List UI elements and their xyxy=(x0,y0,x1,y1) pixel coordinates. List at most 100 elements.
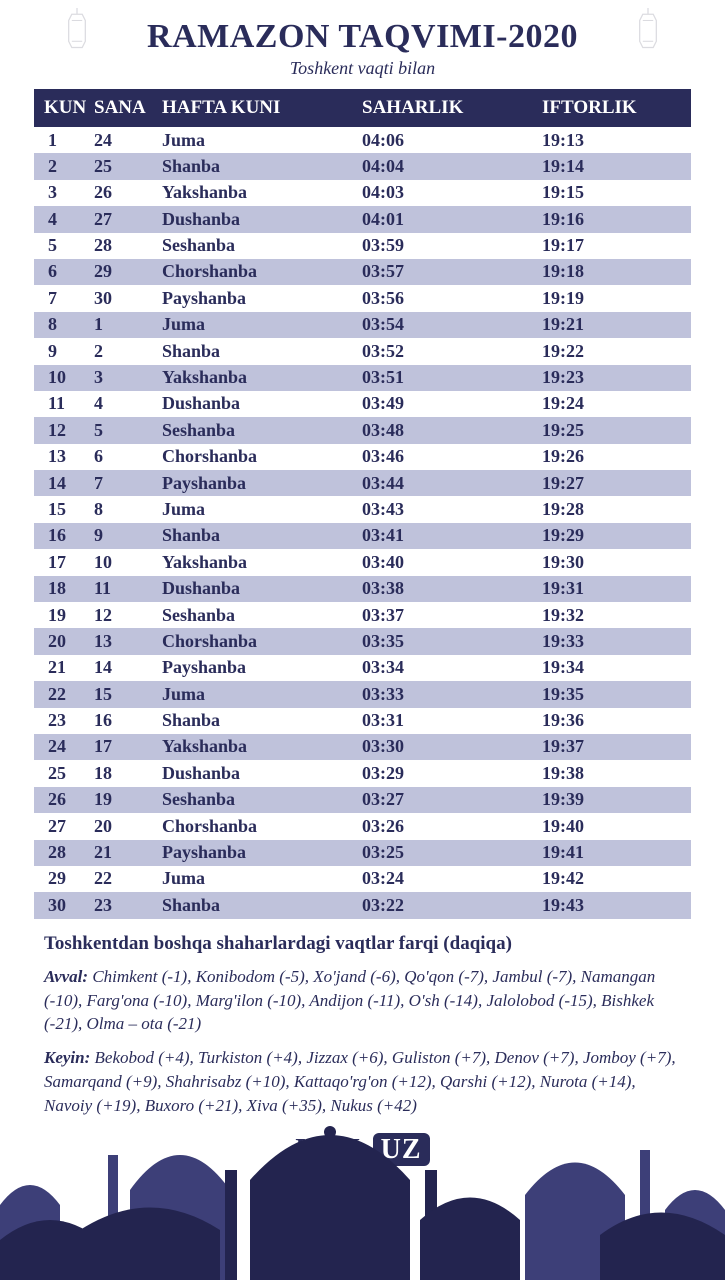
cell-sana: 21 xyxy=(94,841,162,864)
cell-sana: 4 xyxy=(94,392,162,415)
cell-kun: 13 xyxy=(34,445,94,468)
table-row: 2215Juma03:3319:35 xyxy=(34,681,691,707)
cell-sana: 30 xyxy=(94,287,162,310)
cell-kun: 20 xyxy=(34,630,94,653)
cell-kun: 6 xyxy=(34,260,94,283)
cell-sahar: 03:24 xyxy=(362,867,542,890)
cell-hafta: Chorshanba xyxy=(162,445,362,468)
cell-kun: 5 xyxy=(34,234,94,257)
cell-sana: 18 xyxy=(94,762,162,785)
cell-hafta: Shanba xyxy=(162,155,362,178)
col-header-kun: KUN xyxy=(34,97,94,119)
cell-sana: 1 xyxy=(94,313,162,336)
cell-sana: 29 xyxy=(94,260,162,283)
cell-sana: 15 xyxy=(94,683,162,706)
cell-iftor: 19:15 xyxy=(542,181,691,204)
cell-iftor: 19:27 xyxy=(542,472,691,495)
keyin-label: Keyin: xyxy=(44,1048,90,1067)
cell-hafta: Juma xyxy=(162,867,362,890)
cell-sana: 26 xyxy=(94,181,162,204)
table-row: 1811Dushanba03:3819:31 xyxy=(34,576,691,602)
col-header-iftor: IFTORLIK xyxy=(542,97,691,119)
cell-hafta: Chorshanba xyxy=(162,630,362,653)
cell-kun: 27 xyxy=(34,815,94,838)
cell-sana: 2 xyxy=(94,340,162,363)
cell-iftor: 19:19 xyxy=(542,287,691,310)
table-body: 124Juma04:0619:13225Shanba04:0419:14326Y… xyxy=(0,127,725,919)
cell-hafta: Payshanba xyxy=(162,841,362,864)
cell-sahar: 03:48 xyxy=(362,419,542,442)
cell-hafta: Chorshanba xyxy=(162,260,362,283)
cell-sahar: 03:57 xyxy=(362,260,542,283)
table-row: 427Dushanba04:0119:16 xyxy=(34,206,691,232)
cell-sana: 14 xyxy=(94,656,162,679)
cell-kun: 23 xyxy=(34,709,94,732)
cell-hafta: Juma xyxy=(162,683,362,706)
cell-sana: 23 xyxy=(94,894,162,917)
cell-sahar: 03:44 xyxy=(362,472,542,495)
cell-hafta: Shanba xyxy=(162,524,362,547)
lantern-icon xyxy=(631,8,665,60)
cell-sahar: 03:41 xyxy=(362,524,542,547)
cell-hafta: Chorshanba xyxy=(162,815,362,838)
cell-iftor: 19:40 xyxy=(542,815,691,838)
cell-hafta: Seshanba xyxy=(162,604,362,627)
table-row: 225Shanba04:0419:14 xyxy=(34,153,691,179)
cell-sana: 19 xyxy=(94,788,162,811)
table-row: 1912Seshanba03:3719:32 xyxy=(34,602,691,628)
cell-kun: 7 xyxy=(34,287,94,310)
cell-iftor: 19:14 xyxy=(542,155,691,178)
cell-sana: 17 xyxy=(94,735,162,758)
cell-sahar: 03:27 xyxy=(362,788,542,811)
cell-hafta: Shanba xyxy=(162,340,362,363)
table-row: 124Juma04:0619:13 xyxy=(34,127,691,153)
cell-hafta: Payshanba xyxy=(162,472,362,495)
cell-sahar: 03:49 xyxy=(362,392,542,415)
cell-iftor: 19:26 xyxy=(542,445,691,468)
cell-sahar: 04:04 xyxy=(362,155,542,178)
table-row: 2417Yakshanba03:3019:37 xyxy=(34,734,691,760)
cell-kun: 25 xyxy=(34,762,94,785)
cell-hafta: Yakshanba xyxy=(162,551,362,574)
cell-sana: 22 xyxy=(94,867,162,890)
cell-sahar: 03:34 xyxy=(362,656,542,679)
cell-kun: 24 xyxy=(34,735,94,758)
cell-iftor: 19:18 xyxy=(542,260,691,283)
table-row: 92Shanba03:5219:22 xyxy=(34,338,691,364)
cell-sahar: 03:56 xyxy=(362,287,542,310)
table-row: 2316Shanba03:3119:36 xyxy=(34,708,691,734)
cell-iftor: 19:22 xyxy=(542,340,691,363)
table-row: 158Juma03:4319:28 xyxy=(34,496,691,522)
cell-sahar: 03:51 xyxy=(362,366,542,389)
cell-hafta: Payshanba xyxy=(162,656,362,679)
cell-iftor: 19:21 xyxy=(542,313,691,336)
cell-kun: 30 xyxy=(34,894,94,917)
cell-sahar: 03:38 xyxy=(362,577,542,600)
cell-hafta: Dushanba xyxy=(162,208,362,231)
cell-sahar: 04:03 xyxy=(362,181,542,204)
cell-kun: 11 xyxy=(34,392,94,415)
cell-sahar: 04:01 xyxy=(362,208,542,231)
cell-iftor: 19:37 xyxy=(542,735,691,758)
cell-iftor: 19:41 xyxy=(542,841,691,864)
cell-sahar: 03:22 xyxy=(362,894,542,917)
cell-iftor: 19:23 xyxy=(542,366,691,389)
table-row: 2720Chorshanba03:2619:40 xyxy=(34,813,691,839)
footer-section: Toshkentdan boshqa shaharlardagi vaqtlar… xyxy=(44,933,681,1118)
page-container: RAMAZON TAQVIMI-2020 Toshkent vaqti bila… xyxy=(0,0,725,1280)
avval-text: Chimkent (-1), Konibodom (-5), Xo'jand (… xyxy=(44,967,655,1034)
cell-iftor: 19:17 xyxy=(542,234,691,257)
avval-label: Avval: xyxy=(44,967,88,986)
cell-sahar: 03:59 xyxy=(362,234,542,257)
cell-hafta: Yakshanba xyxy=(162,181,362,204)
cell-kun: 29 xyxy=(34,867,94,890)
cell-sana: 25 xyxy=(94,155,162,178)
cell-sahar: 03:31 xyxy=(362,709,542,732)
table-row: 326Yakshanba04:0319:15 xyxy=(34,180,691,206)
cell-iftor: 19:33 xyxy=(542,630,691,653)
cell-kun: 16 xyxy=(34,524,94,547)
cell-sana: 10 xyxy=(94,551,162,574)
cell-hafta: Seshanba xyxy=(162,419,362,442)
cell-iftor: 19:24 xyxy=(542,392,691,415)
cell-sahar: 03:37 xyxy=(362,604,542,627)
